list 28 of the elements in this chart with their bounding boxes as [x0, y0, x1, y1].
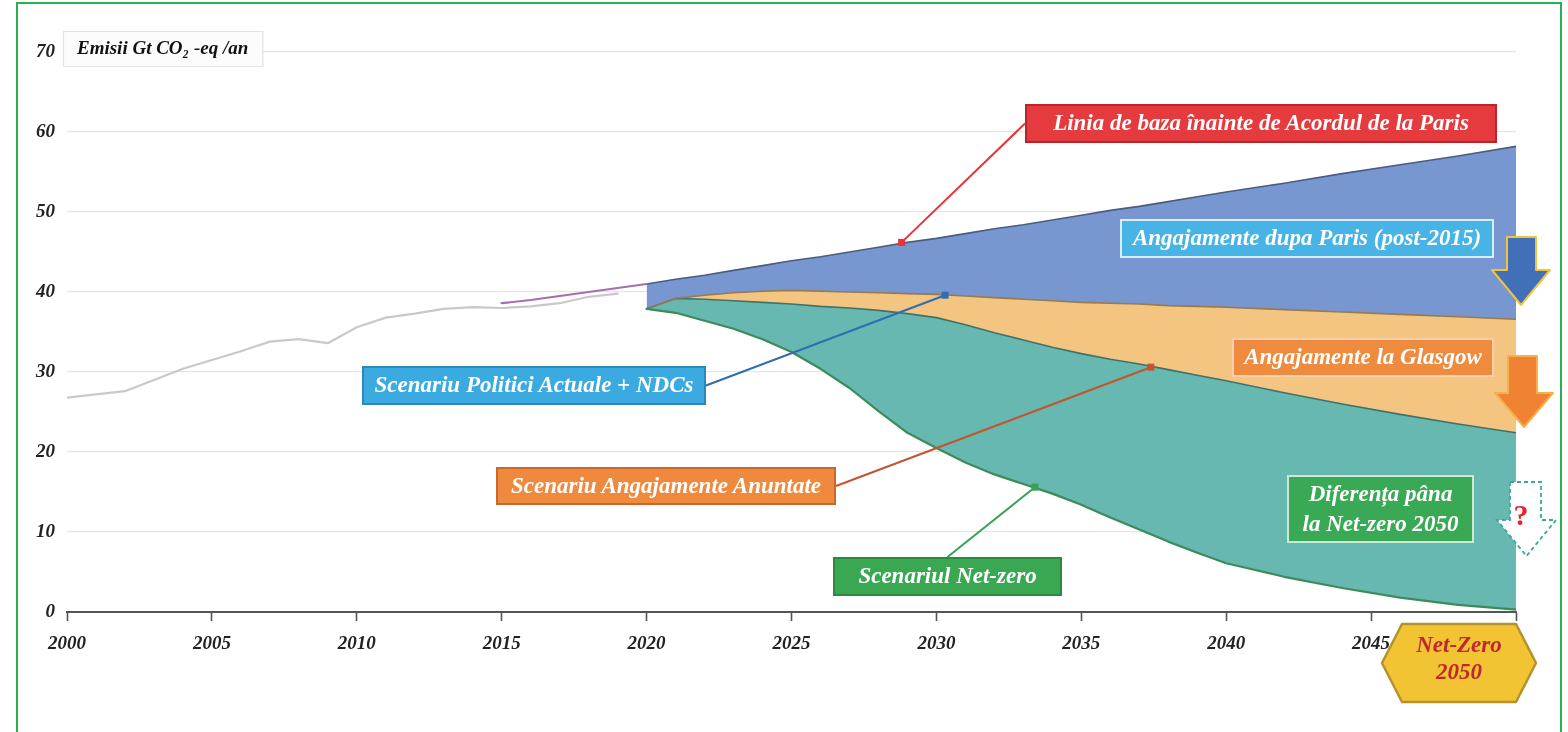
x-tick-label: 2005	[191, 632, 232, 654]
annotation: Scenariu Angajamente Anuntate	[510, 472, 822, 498]
y-axis-title: Emisii Gt CO₂ -eq /an	[76, 37, 249, 59]
text: Net-Zero 2050	[1415, 631, 1503, 685]
x-tick-label: 2035	[1061, 632, 1101, 654]
x-tick-label: 2030	[916, 632, 956, 654]
y-tick-label: 0	[45, 599, 56, 621]
x-tick-label: 2040	[1206, 632, 1246, 654]
x-tick-label: 2025	[771, 632, 811, 654]
annotation: Linia de baza înainte de Acordul de la Paris	[1052, 110, 1469, 136]
y-tick-label: 20	[35, 439, 56, 461]
y-tick-label: 10	[36, 519, 56, 541]
x-tick-label: 2045	[1351, 632, 1391, 654]
x-tick-label: 2000	[47, 632, 87, 654]
y-tick-label: 60	[36, 119, 56, 141]
y-tick-label: 40	[35, 279, 56, 301]
annotation: Diferența pâna la Net-zero 2050	[1302, 480, 1459, 536]
annotation: Scenariu Politici Actuale + NDCs	[374, 372, 694, 398]
y-tick-label: 50	[36, 199, 56, 221]
y-tick-label: 70	[36, 39, 56, 61]
annotation: Angajamente la Glasgow	[1242, 344, 1483, 370]
annotation: ?	[1512, 498, 1530, 532]
x-tick-label: 2015	[481, 632, 522, 654]
x-tick-label: 2020	[626, 632, 667, 654]
y-tick-label: 30	[35, 359, 56, 381]
annotation: Angajamente dupa Paris (post-2015)	[1130, 225, 1482, 251]
annotation: Scenariul Net-zero	[858, 563, 1037, 589]
x-tick-label: 2010	[336, 632, 377, 654]
